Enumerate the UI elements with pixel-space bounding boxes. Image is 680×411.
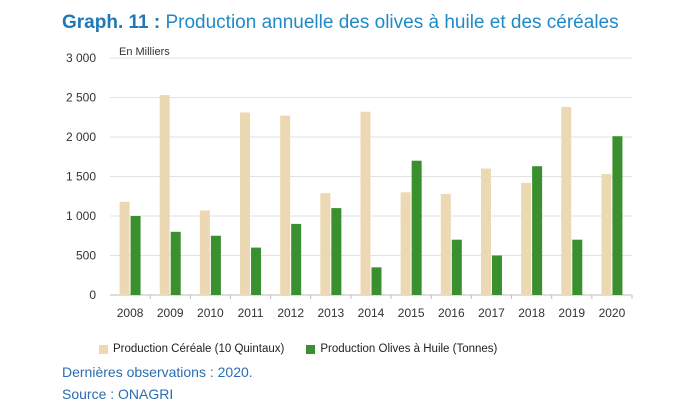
bar-cereal [280, 115, 291, 295]
chart-title-lead: Graph. 11 : [62, 12, 161, 33]
chart-title: Graph. 11 : Production annuelle des oliv… [62, 12, 619, 34]
bar-olive [612, 136, 623, 295]
x-tick-label: 2011 [238, 306, 264, 320]
x-tick-label: 2009 [157, 306, 184, 320]
bar-cereal [360, 111, 371, 295]
bar-olive [210, 235, 221, 295]
y-tick-label: 1 500 [66, 170, 96, 184]
y-tick-label: 2 000 [66, 130, 96, 144]
bar-cereal [119, 201, 130, 295]
x-tick-label: 2016 [438, 306, 465, 320]
x-tick-label: 2014 [358, 306, 385, 320]
bar-cereal [561, 106, 572, 295]
x-tick-label: 2019 [558, 306, 585, 320]
legend-swatch-olive [306, 344, 316, 354]
bar-olive [170, 231, 181, 295]
bar-cereal [320, 193, 331, 295]
bar-chart: 0 500 1 000 1 500 2 000 2 500 3 000 2008 2009 201… [66, 51, 633, 320]
legend-swatch-cereal [99, 344, 108, 354]
legend-item-olive: Production Olives à Huile (Tonnes) [306, 343, 497, 355]
bar-olive [291, 223, 302, 295]
bar-cereal [440, 193, 451, 295]
x-tick-label: 2017 [478, 306, 505, 320]
y-tick-label: 3 000 [66, 51, 96, 65]
legend-label-cereal: Production Céréale (10 Quintaux) [113, 343, 285, 355]
x-tick-label: 2008 [117, 306, 144, 320]
bar-olive [371, 267, 382, 295]
x-tick-label: 2010 [197, 306, 224, 320]
x-tick-label: 2015 [398, 306, 425, 320]
legend-label-olive: Production Olives à Huile (Tonnes) [320, 343, 498, 355]
x-tick-label: 2020 [599, 306, 626, 320]
legend-item-cereal: Production Céréale (10 Quintaux) [99, 343, 284, 355]
y-tick-label: 2 500 [66, 91, 96, 105]
bar-cereal [400, 192, 411, 295]
x-tick-label: 2013 [317, 306, 344, 320]
bar-olive [251, 247, 262, 295]
bar-olive [572, 239, 583, 295]
bar-olive [331, 208, 342, 295]
bar-cereal [601, 174, 612, 295]
last-observation-note: Dernières observations : 2020. [62, 364, 253, 380]
bar-cereal [199, 210, 210, 295]
chart-title-text: Production annuelle des olives à huile e… [165, 12, 619, 33]
bar-olive [451, 239, 462, 295]
unit-label: En Milliers [119, 46, 170, 58]
bar-olive [130, 216, 141, 295]
bar-olive [411, 160, 422, 295]
y-tick-label: 0 [89, 288, 96, 302]
bar-cereal [159, 95, 170, 295]
bar-olive [491, 255, 502, 295]
y-tick-label: 1 000 [66, 209, 96, 223]
x-tick-label: 2018 [518, 306, 545, 320]
bar-cereal [521, 182, 532, 295]
y-tick-label: 500 [76, 249, 96, 263]
bar-olive [532, 166, 543, 295]
bar-cereal [480, 168, 491, 295]
source-note: Source : ONAGRI [62, 386, 174, 402]
bar-cereal [240, 112, 251, 295]
x-tick-label: 2012 [277, 306, 304, 320]
legend: Production Céréale (10 Quintaux) Product… [99, 343, 519, 355]
